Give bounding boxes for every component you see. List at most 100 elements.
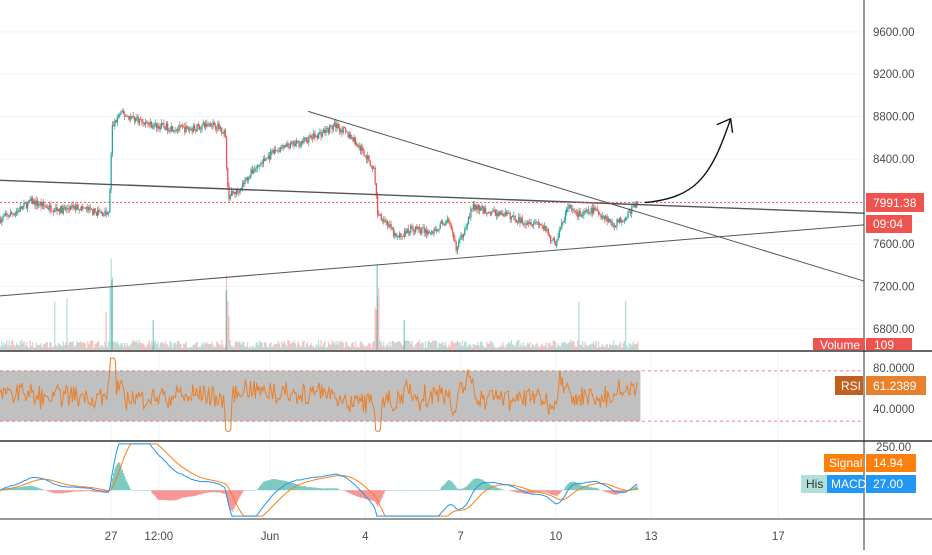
volume-bar: [599, 347, 600, 350]
volume-bar: [255, 343, 256, 350]
volume-bar: [442, 342, 443, 350]
volume-bar: [427, 342, 428, 350]
macd-histogram-bar: [409, 490, 410, 491]
candle-body: [23, 203, 24, 206]
volume-bar: [81, 342, 82, 350]
volume-bar: [312, 346, 313, 350]
macd-histogram-bar: [320, 488, 321, 490]
price-axis[interactable]: 9600.009200.008800.008400.008000.007600.…: [873, 27, 915, 336]
candle-body: [9, 216, 10, 217]
volume-bar: [408, 341, 409, 350]
candle-body: [538, 222, 539, 225]
macd-histogram-bar: [241, 490, 242, 494]
volume-bar: [151, 341, 152, 350]
candle-body: [379, 214, 380, 215]
macd-histogram-bar: [146, 490, 147, 491]
candle-body: [503, 216, 504, 217]
candle-body: [627, 212, 628, 218]
candle-body: [560, 228, 561, 230]
volume-bar: [309, 345, 310, 350]
candle-body: [442, 221, 443, 223]
volume-bar: [591, 344, 592, 350]
rsi-pane[interactable]: [0, 358, 864, 431]
volume-bar: [187, 347, 188, 350]
volume-bar: [296, 346, 297, 350]
candle-body: [59, 209, 60, 212]
volume-bar: [621, 348, 622, 350]
candle-body: [32, 198, 33, 204]
candle-body: [169, 131, 170, 132]
volume-bar: [371, 347, 372, 350]
candle-body: [625, 218, 626, 221]
volume-bar: [544, 346, 545, 350]
volume-bar: [160, 343, 161, 350]
volume-bar: [561, 343, 562, 350]
volume-bar: [503, 345, 504, 350]
price-pane[interactable]: [0, 0, 864, 350]
volume-bar: [557, 343, 558, 350]
macd-histogram-bar: [172, 490, 173, 500]
candle-body: [535, 222, 536, 223]
macd-legend: Signal 14.94 His MACD 27.00: [801, 454, 916, 493]
candle-body: [190, 129, 191, 130]
candle-body: [102, 212, 103, 216]
volume-bar: [460, 346, 461, 350]
candle-body: [87, 207, 88, 210]
candle-body: [156, 123, 157, 128]
macd-histogram-bar: [125, 479, 126, 490]
candle-body: [263, 159, 264, 164]
volume-bar: [451, 341, 452, 350]
candle-body: [292, 141, 293, 143]
candle-body: [624, 221, 625, 222]
candle-body: [479, 205, 480, 211]
candle-body: [22, 206, 23, 208]
volume-bar: [459, 342, 460, 350]
macd-histogram-bar: [169, 490, 170, 501]
volume-bar: [2, 346, 3, 350]
volume-bar: [435, 340, 436, 350]
volume-bar: [10, 346, 11, 350]
macd-histogram-bar: [448, 480, 449, 490]
candle-body: [77, 204, 78, 209]
candle-body: [360, 146, 361, 151]
macd-histogram-bar: [262, 483, 263, 490]
candle-body: [406, 229, 407, 234]
candle-body: [171, 126, 172, 131]
volume-bar: [80, 342, 81, 350]
volume-bar: [437, 348, 438, 350]
volume-bar: [308, 347, 309, 350]
volume-bar: [632, 342, 633, 350]
candle-body: [227, 168, 228, 187]
macd-histogram-bar: [449, 480, 450, 490]
volume-bar: [565, 342, 566, 350]
candle-body: [614, 225, 615, 227]
macd-histogram-bar: [471, 481, 472, 491]
macd-histogram-bar: [451, 481, 452, 490]
volume-bar: [48, 347, 49, 350]
candle-body: [55, 207, 56, 210]
candle-body: [145, 122, 146, 124]
candle-body: [149, 125, 150, 126]
volume-bar: [452, 341, 453, 350]
candle-body: [70, 206, 71, 210]
macd-histogram-bar: [405, 490, 406, 491]
macd-histogram-bar: [212, 490, 213, 492]
macd-pane[interactable]: [0, 444, 639, 516]
candle-body: [103, 216, 104, 217]
volume-bar: [555, 342, 556, 350]
candle-body: [273, 150, 274, 153]
candle-body: [506, 212, 507, 214]
candle-body: [374, 168, 375, 183]
candle-body: [551, 240, 552, 241]
macd-histogram-bar: [254, 490, 255, 491]
candle-body: [123, 111, 124, 114]
candle-body: [45, 206, 46, 207]
volume-bar: [562, 343, 563, 350]
candle-body: [459, 240, 460, 242]
volume-bar: [507, 344, 508, 350]
volume-bar: [152, 320, 154, 350]
candle-body: [29, 200, 30, 201]
